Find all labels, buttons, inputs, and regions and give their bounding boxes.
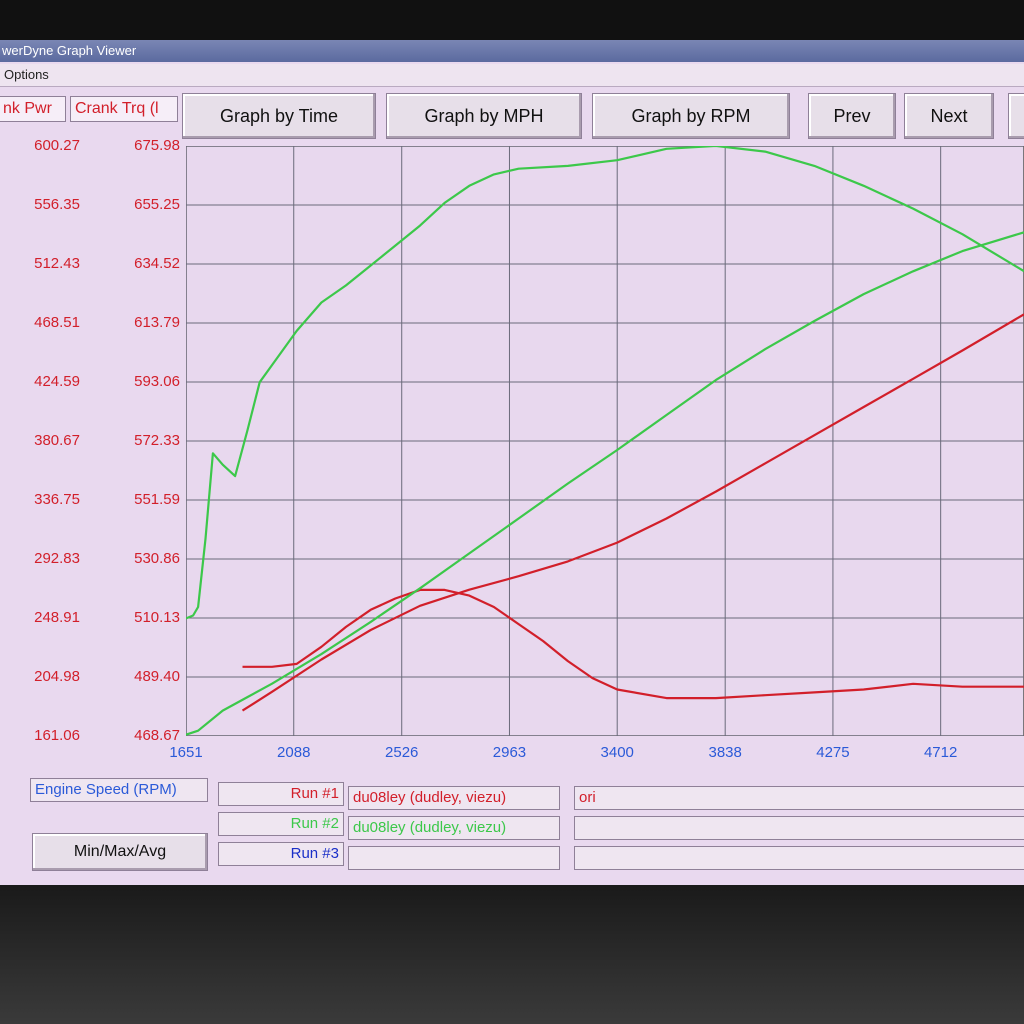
run-3-note-field[interactable] xyxy=(574,846,1024,870)
y-left-tick-label: 424.59 xyxy=(34,373,80,390)
run-1-label: Run #1 xyxy=(218,782,344,806)
y-right-tick-label: 655.25 xyxy=(134,196,180,213)
run-1-name-field[interactable]: du08ley (dudley, viezu) xyxy=(348,786,560,810)
grid xyxy=(186,146,1024,736)
series-line-1 xyxy=(241,313,1024,712)
y-left-tick-label: 336.75 xyxy=(34,491,80,508)
next-button[interactable]: Next xyxy=(904,93,994,139)
crank-pwr-header[interactable]: nk Pwr xyxy=(0,96,66,122)
prev-button[interactable]: Prev xyxy=(808,93,896,139)
min-max-avg-button[interactable]: Min/Max/Avg xyxy=(32,833,208,871)
monitor-bezel xyxy=(0,885,1024,1024)
series-line-2 xyxy=(242,588,1024,700)
run-2-name-field[interactable]: du08ley (dudley, viezu) xyxy=(348,816,560,840)
window-title: werDyne Graph Viewer xyxy=(0,40,1024,62)
y-right-tick-label: 634.52 xyxy=(134,255,180,272)
y-right-tick-label: 613.79 xyxy=(134,314,180,331)
y-left-tick-label: 248.91 xyxy=(34,609,80,626)
y-left-tick-label: 600.27 xyxy=(34,137,80,154)
graph-by-rpm-button[interactable]: Graph by RPM xyxy=(592,93,790,139)
y-left-tick-label: 380.67 xyxy=(34,432,80,449)
crank-trq-header[interactable]: Crank Trq (l xyxy=(70,96,178,122)
run-1-note-field[interactable]: ori xyxy=(574,786,1024,810)
x-tick-label: 1651 xyxy=(169,744,203,761)
run-2-note-field[interactable] xyxy=(574,816,1024,840)
x-tick-label: 3400 xyxy=(600,744,634,761)
y-right-tick-label: 510.13 xyxy=(134,609,180,626)
screen: werDyne Graph Viewer Options nk Pwr Cran… xyxy=(0,40,1024,885)
run-3-name-field[interactable] xyxy=(348,846,560,870)
graph-by-mph-button[interactable]: Graph by MPH xyxy=(386,93,582,139)
dyno-chart xyxy=(186,146,1024,736)
x-tick-label: 4275 xyxy=(816,744,850,761)
series-line-4 xyxy=(186,146,1024,620)
y-left-tick-label: 468.51 xyxy=(34,314,80,331)
x-tick-label: 2526 xyxy=(385,744,419,761)
x-tick-label: 2963 xyxy=(492,744,527,761)
y-left-tick-label: 204.98 xyxy=(34,668,80,685)
y-right-tick-label: 593.06 xyxy=(134,373,180,390)
y-right-tick-label: 468.67 xyxy=(134,727,180,744)
y-right-tick-label: 530.86 xyxy=(134,550,180,567)
y-left-tick-label: 556.35 xyxy=(34,196,80,213)
menu-options[interactable]: Options xyxy=(4,67,49,82)
y-left-tick-label: 161.06 xyxy=(34,727,80,744)
y-right-tick-label: 675.98 xyxy=(134,137,180,154)
y-left-tick-label: 292.83 xyxy=(34,550,80,567)
extra-button[interactable] xyxy=(1008,93,1024,139)
series-lines xyxy=(186,146,1024,736)
y-right-tick-label: 551.59 xyxy=(134,491,180,508)
run-2-label: Run #2 xyxy=(218,812,344,836)
menu-bar: Options xyxy=(0,64,1024,87)
y-right-tick-label: 572.33 xyxy=(134,432,180,449)
y-left-tick-label: 512.43 xyxy=(34,255,80,272)
x-tick-label: 4712 xyxy=(923,744,958,761)
x-tick-label: 2088 xyxy=(277,744,311,761)
y-right-tick-label: 489.40 xyxy=(134,668,180,685)
run-3-label: Run #3 xyxy=(218,842,344,866)
series-line-3 xyxy=(186,231,1024,736)
x-tick-label: 3838 xyxy=(708,744,742,761)
x-axis-label[interactable]: Engine Speed (RPM) xyxy=(30,778,208,802)
graph-by-time-button[interactable]: Graph by Time xyxy=(182,93,376,139)
